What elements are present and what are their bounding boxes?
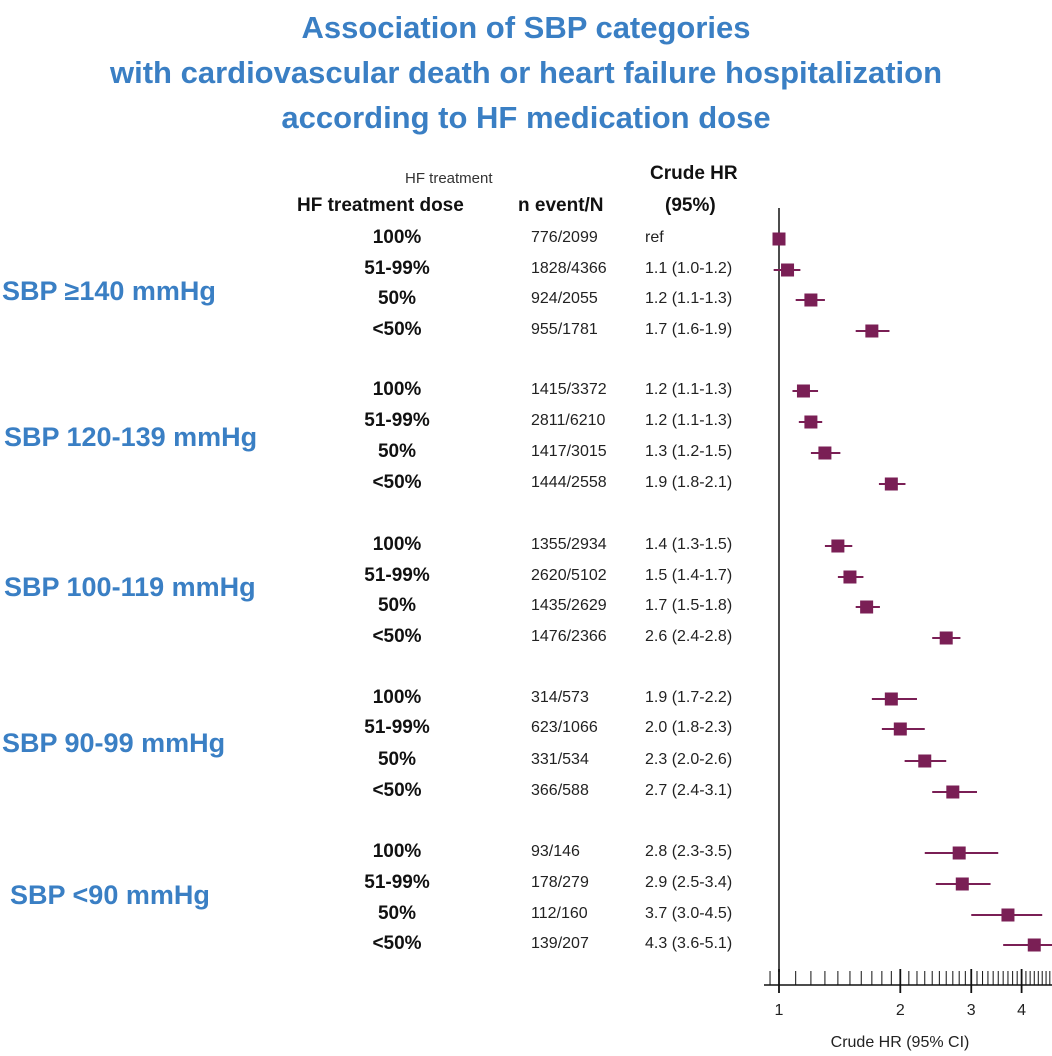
dose-label: 51-99% bbox=[364, 410, 430, 431]
hr-value: 1.7 (1.6-1.9) bbox=[645, 321, 733, 338]
hr-marker bbox=[804, 415, 818, 429]
event-count: 2811/6210 bbox=[531, 412, 606, 429]
dose-label: 51-99% bbox=[364, 717, 430, 738]
hr-value: 1.2 (1.1-1.3) bbox=[645, 412, 733, 429]
hr-value: ref bbox=[645, 229, 664, 246]
hr-value: 1.2 (1.1-1.3) bbox=[645, 381, 733, 398]
dose-label: <50% bbox=[372, 319, 422, 340]
hr-marker bbox=[884, 692, 898, 706]
hr-value: 1.1 (1.0-1.2) bbox=[645, 260, 733, 277]
hr-value: 1.7 (1.5-1.8) bbox=[645, 597, 733, 614]
hr-marker bbox=[860, 600, 874, 614]
hr-value: 1.2 (1.1-1.3) bbox=[645, 290, 733, 307]
dose-label: <50% bbox=[372, 626, 422, 647]
group-label-2: SBP 100-119 mmHg bbox=[4, 572, 256, 602]
event-count: 112/160 bbox=[531, 905, 588, 922]
event-count: 1355/2934 bbox=[531, 536, 607, 553]
dose-label: <50% bbox=[372, 472, 422, 493]
event-count: 1415/3372 bbox=[531, 381, 607, 398]
hr-value: 1.9 (1.8-2.1) bbox=[645, 474, 733, 491]
event-count: 1417/3015 bbox=[531, 443, 607, 460]
dose-label: 100% bbox=[372, 534, 422, 555]
group-label-1: SBP 120-139 mmHg bbox=[4, 422, 258, 452]
dose-label: 100% bbox=[372, 687, 422, 708]
title-line-3: according to HF medication dose bbox=[281, 100, 771, 135]
hr-marker bbox=[831, 539, 845, 553]
dose-label: 51-99% bbox=[364, 258, 430, 279]
hr-value: 1.3 (1.2-1.5) bbox=[645, 443, 733, 460]
hr-marker bbox=[865, 324, 879, 338]
hr-value: 2.6 (2.4-2.8) bbox=[645, 628, 733, 645]
event-count: 314/573 bbox=[531, 689, 589, 706]
dose-label: 100% bbox=[372, 227, 422, 248]
dose-label: 51-99% bbox=[364, 565, 430, 586]
group-label-0: SBP ≥140 mmHg bbox=[2, 276, 216, 306]
event-count: 93/146 bbox=[531, 843, 580, 860]
event-count: 1444/2558 bbox=[531, 474, 607, 491]
hr-marker bbox=[946, 785, 960, 799]
x-tick-label: 2 bbox=[896, 1002, 905, 1019]
hr-value: 3.7 (3.0-4.5) bbox=[645, 905, 733, 922]
group-label-3: SBP 90-99 mmHg bbox=[2, 728, 226, 758]
hr-marker bbox=[804, 293, 818, 307]
event-count: 776/2099 bbox=[531, 229, 598, 246]
hr-value: 4.3 (3.6-5.1) bbox=[645, 935, 733, 952]
dose-label: 50% bbox=[377, 288, 417, 309]
dose-label: 50% bbox=[377, 441, 417, 462]
event-count: 1828/4366 bbox=[531, 260, 607, 277]
dose-label: 50% bbox=[377, 903, 417, 924]
event-count: 1476/2366 bbox=[531, 628, 607, 645]
hr-marker bbox=[843, 570, 857, 584]
header-hr-line2: (95%) bbox=[665, 195, 716, 216]
header-hf-treatment-small: HF treatment bbox=[405, 170, 493, 187]
event-count: 623/1066 bbox=[531, 719, 598, 736]
dose-label: 100% bbox=[372, 841, 422, 862]
x-tick-label: 4 bbox=[1017, 1002, 1026, 1019]
hr-marker bbox=[952, 846, 966, 860]
hr-marker bbox=[818, 446, 832, 460]
header-dose: HF treatment dose bbox=[297, 195, 464, 216]
hr-marker bbox=[893, 722, 907, 736]
hr-value: 2.7 (2.4-3.1) bbox=[645, 782, 733, 799]
hr-marker bbox=[772, 232, 786, 246]
hr-marker bbox=[796, 384, 810, 398]
hr-value: 2.0 (1.8-2.3) bbox=[645, 719, 733, 736]
x-tick-label: 1 bbox=[775, 1002, 784, 1019]
x-axis-label: Crude HR (95% CI) bbox=[831, 1034, 970, 1051]
event-count: 924/2055 bbox=[531, 290, 598, 307]
event-count: 331/534 bbox=[531, 751, 589, 768]
dose-label: 100% bbox=[372, 379, 422, 400]
hr-value: 2.3 (2.0-2.6) bbox=[645, 751, 733, 768]
dose-label: <50% bbox=[372, 780, 422, 801]
event-count: 2620/5102 bbox=[531, 567, 607, 584]
hr-value: 2.8 (2.3-3.5) bbox=[645, 843, 733, 860]
hr-value: 1.5 (1.4-1.7) bbox=[645, 567, 733, 584]
hr-marker bbox=[781, 263, 795, 277]
header-events: n event/N bbox=[518, 195, 604, 216]
hr-value: 1.9 (1.7-2.2) bbox=[645, 689, 733, 706]
hr-marker bbox=[1027, 938, 1041, 952]
x-tick-label: 3 bbox=[967, 1002, 976, 1019]
event-count: 178/279 bbox=[531, 874, 589, 891]
hr-marker bbox=[918, 754, 932, 768]
hr-marker bbox=[884, 477, 898, 491]
hr-marker bbox=[1001, 908, 1015, 922]
event-count: 139/207 bbox=[531, 935, 589, 952]
hr-marker bbox=[939, 631, 953, 645]
header-hr-line1: Crude HR bbox=[650, 163, 738, 184]
title-line-2: with cardiovascular death or heart failu… bbox=[109, 55, 943, 90]
hr-value: 1.4 (1.3-1.5) bbox=[645, 536, 733, 553]
title-line-1: Association of SBP categories bbox=[301, 10, 751, 45]
hr-value: 2.9 (2.5-3.4) bbox=[645, 874, 733, 891]
hr-marker bbox=[955, 877, 969, 891]
dose-label: <50% bbox=[372, 933, 422, 954]
dose-label: 51-99% bbox=[364, 872, 430, 893]
dose-label: 50% bbox=[377, 749, 417, 770]
group-label-4: SBP <90 mmHg bbox=[10, 880, 210, 910]
event-count: 955/1781 bbox=[531, 321, 598, 338]
event-count: 1435/2629 bbox=[531, 597, 607, 614]
event-count: 366/588 bbox=[531, 782, 589, 799]
dose-label: 50% bbox=[377, 595, 417, 616]
